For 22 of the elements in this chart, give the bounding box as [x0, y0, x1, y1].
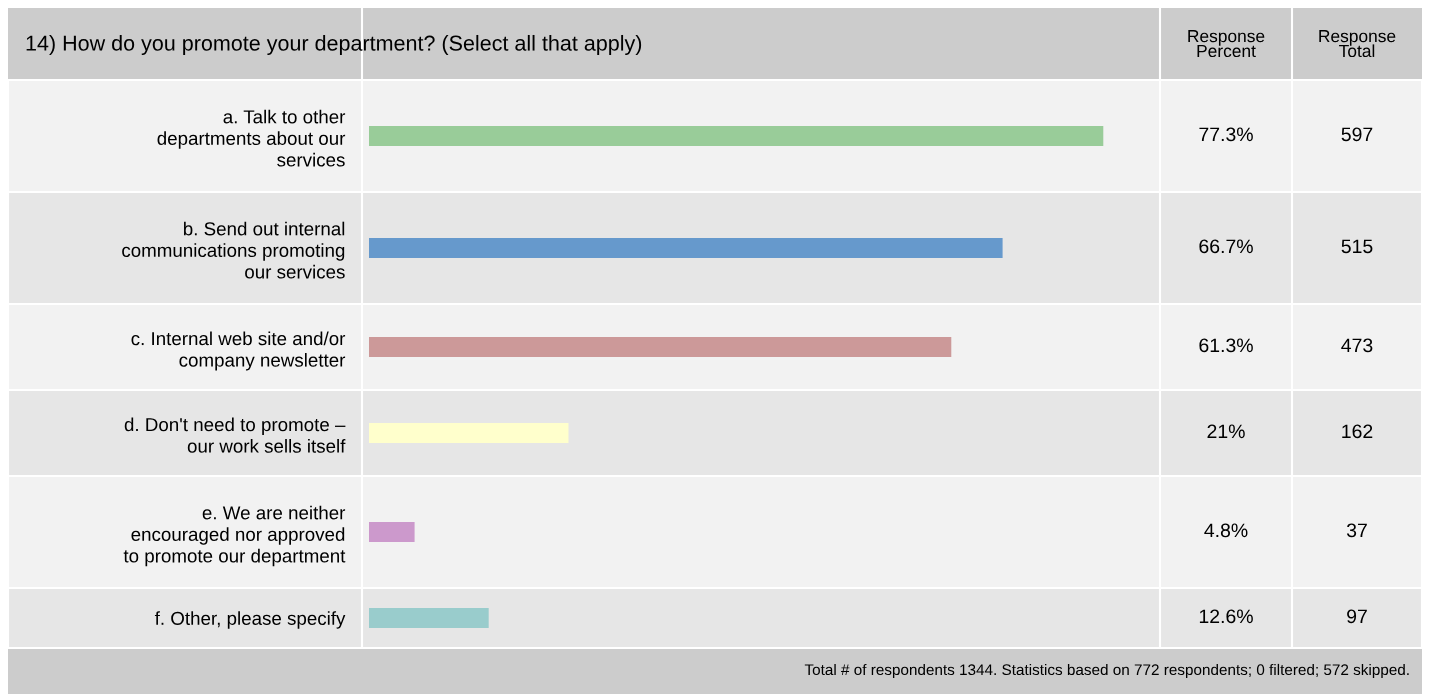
text: 597 [1341, 127, 1373, 142]
y-tick-label: e. We are neither encouraged nor approved to promote our department [123, 505, 346, 567]
data-label: 4.8% [1204, 523, 1248, 538]
text: 97 [1347, 609, 1367, 624]
data-label: 66.7% [1199, 239, 1253, 254]
data-label: 21% [1207, 424, 1245, 439]
data-label: 12.6% [1199, 609, 1253, 624]
y-tick-label: c. Internal web site and/or company newsletter [131, 331, 346, 371]
text: Response Percent [1188, 30, 1265, 58]
text: 37 [1346, 523, 1367, 538]
text: 162 [1342, 424, 1373, 439]
data-label: 61.3% [1199, 338, 1253, 353]
y-tick-label: f. Other, please specify [154, 611, 346, 629]
chart-title: 14) How do you promote your department? (Select all that apply) [26, 34, 642, 56]
y-tick-label: a. Talk to other departments about our services [157, 109, 346, 167]
data-label: 77.3% [1199, 127, 1253, 142]
text: 473 [1341, 338, 1373, 353]
text: Response Total [1319, 30, 1396, 58]
annotation: Total # of respondents 1344. Statistics based on 772 respondents; 0 filtered; 572 skipped. [804, 663, 1409, 679]
y-tick-label: b. Send out internal communications promoting our services [122, 221, 345, 279]
text: 515 [1341, 239, 1373, 254]
y-tick-label: d. Don't need to promote – our work sells itself [124, 417, 346, 453]
